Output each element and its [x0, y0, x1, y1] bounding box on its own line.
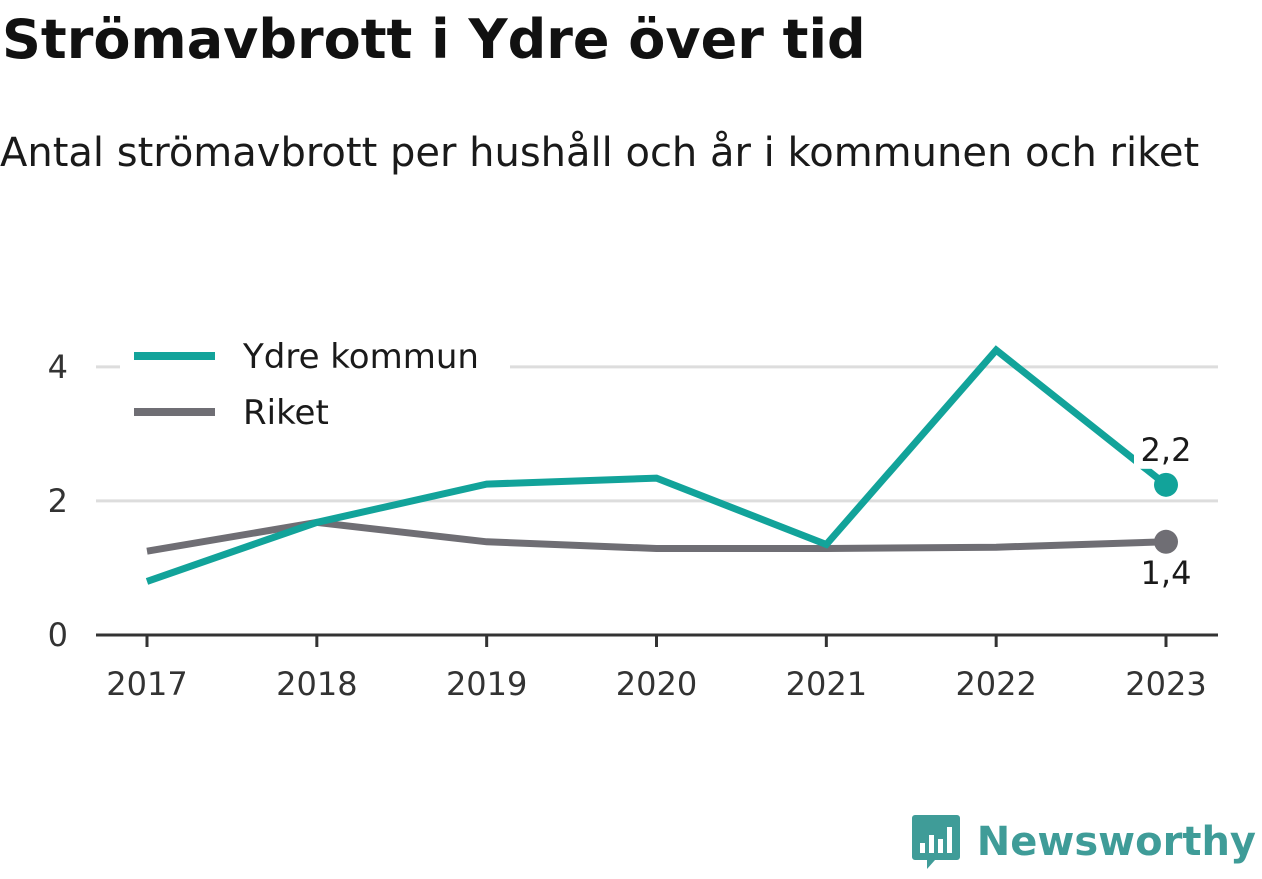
chart-subtitle: Antal strömavbrott per hushåll och år i …	[0, 130, 1200, 176]
series-end-point	[1154, 529, 1178, 554]
series-end-point	[1154, 472, 1178, 497]
end-label: 2,2	[1141, 431, 1192, 469]
x-tick-label: 2020	[616, 665, 697, 703]
x-tick-label: 2023	[1125, 665, 1206, 703]
brand-logo: Newsworthy	[911, 813, 1256, 871]
brand-name: Newsworthy	[976, 819, 1256, 865]
legend-label: Ydre kommun	[242, 337, 479, 377]
end-labels: 2,2 1,4	[1134, 430, 1198, 592]
x-tick-label: 2019	[446, 665, 527, 703]
y-tick-label: 2	[48, 482, 68, 520]
series-lines	[145, 345, 1178, 585]
y-tick-label: 0	[48, 616, 68, 654]
x-tick-label: 2017	[106, 665, 187, 703]
legend-label: Riket	[243, 393, 329, 433]
series-line-0	[145, 345, 1169, 585]
x-tick-label: 2021	[786, 665, 867, 703]
end-label-backing	[1134, 430, 1198, 469]
chart-title: Strömavbrott i Ydre över tid	[2, 8, 866, 71]
x-tick-label: 2018	[276, 665, 357, 703]
y-axis-ticks: 0 2 4	[48, 348, 68, 654]
y-tick-label: 4	[48, 348, 68, 386]
end-label: 1,4	[1141, 554, 1192, 592]
legend: Ydre kommun Riket	[120, 326, 510, 438]
x-axis: 2017 2018 2019 2020 2021 2022 2023	[96, 633, 1218, 703]
newsworthy-logo-icon	[911, 815, 960, 869]
x-tick-label: 2022	[955, 665, 1036, 703]
